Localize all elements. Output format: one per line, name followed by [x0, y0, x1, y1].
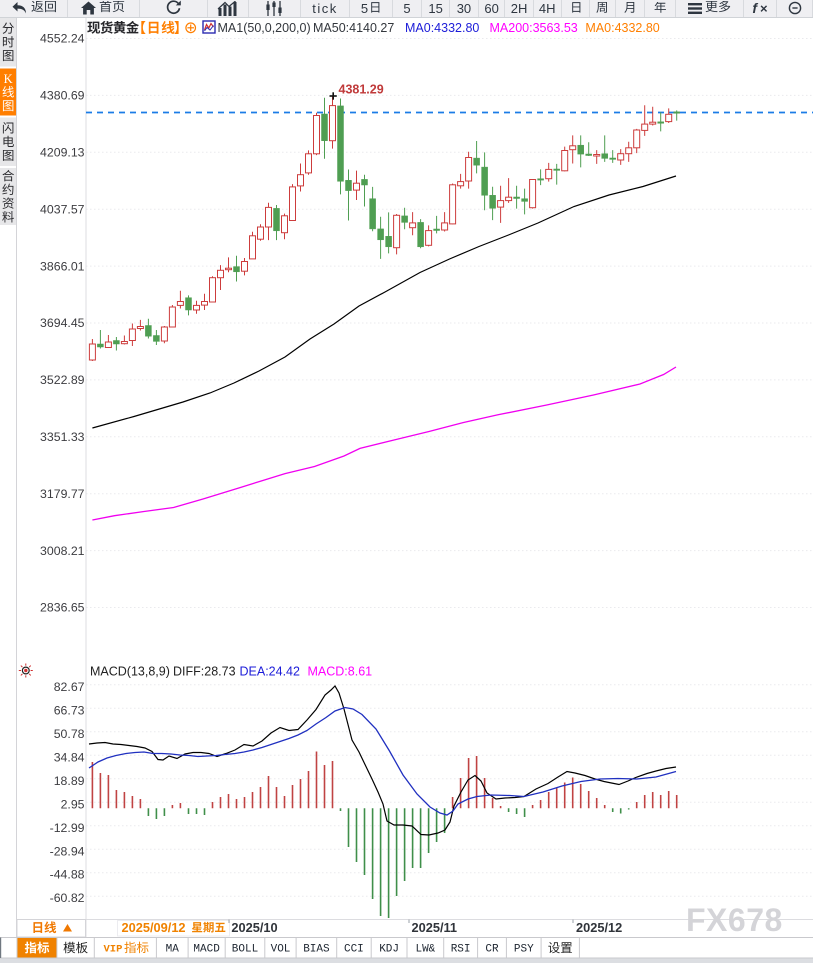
svg-text:RSI: RSI — [451, 944, 471, 956]
svg-text:3008.21: 3008.21 — [40, 544, 85, 558]
svg-text:4552.24: 4552.24 — [40, 32, 85, 46]
svg-text:3694.45: 3694.45 — [40, 316, 85, 330]
svg-text:-60.82: -60.82 — [50, 891, 85, 905]
svg-text:-28.94: -28.94 — [50, 844, 85, 858]
svg-text:34.84: 34.84 — [54, 750, 85, 764]
svg-text:2025/09/12: 2025/09/12 — [122, 920, 186, 935]
svg-text:2025/12: 2025/12 — [576, 920, 622, 935]
svg-text:66.73: 66.73 — [54, 703, 85, 717]
svg-text:MA0:4332.80: MA0:4332.80 — [405, 21, 479, 35]
svg-text:MACD: MACD — [193, 944, 220, 956]
svg-text:MA: MA — [166, 944, 180, 956]
svg-text:3522.89: 3522.89 — [40, 373, 85, 387]
svg-text:3866.01: 3866.01 — [40, 259, 85, 273]
svg-text:MACD(13,8,9): MACD(13,8,9) — [90, 665, 170, 679]
svg-text:4380.69: 4380.69 — [40, 89, 85, 103]
svg-text:18.89: 18.89 — [54, 774, 85, 788]
svg-text:CCI: CCI — [344, 944, 364, 956]
svg-text:K: K — [4, 72, 13, 86]
svg-text:4381.29: 4381.29 — [339, 83, 384, 97]
svg-text:3179.77: 3179.77 — [40, 487, 85, 501]
svg-text:2836.65: 2836.65 — [40, 601, 85, 615]
svg-text:3351.33: 3351.33 — [40, 430, 85, 444]
svg-text:KDJ: KDJ — [379, 944, 399, 956]
svg-text:2025/11: 2025/11 — [412, 920, 458, 935]
svg-text:PSY: PSY — [514, 944, 534, 956]
svg-text:MA200:3563.53: MA200:3563.53 — [490, 21, 578, 35]
svg-text:MA50:4140.27: MA50:4140.27 — [313, 21, 394, 35]
svg-text:DIFF:28.73: DIFF:28.73 — [173, 665, 236, 679]
svg-text:MA1(50,0,200,0): MA1(50,0,200,0) — [218, 21, 311, 35]
svg-text:-44.88: -44.88 — [50, 868, 85, 882]
svg-text:50.78: 50.78 — [54, 727, 85, 741]
svg-text:4209.13: 4209.13 — [40, 146, 85, 160]
svg-text:MACD:8.61: MACD:8.61 — [308, 665, 373, 679]
svg-text:MA0:4332.80: MA0:4332.80 — [585, 21, 659, 35]
svg-text:VIP: VIP — [104, 944, 123, 956]
svg-text:2.95: 2.95 — [61, 797, 85, 811]
svg-text:VOL: VOL — [271, 944, 291, 956]
svg-text:FX678: FX678 — [686, 902, 783, 938]
svg-text:BOLL: BOLL — [232, 944, 258, 956]
svg-text:4037.57: 4037.57 — [40, 202, 85, 216]
svg-text:-12.99: -12.99 — [50, 821, 85, 835]
svg-text:82.67: 82.67 — [54, 680, 85, 694]
svg-text:LW&: LW& — [415, 944, 435, 956]
svg-text:2025/10: 2025/10 — [231, 920, 277, 935]
svg-text:CR: CR — [485, 944, 499, 956]
svg-text:DEA:24.42: DEA:24.42 — [240, 665, 301, 679]
svg-text:BIAS: BIAS — [303, 944, 330, 956]
